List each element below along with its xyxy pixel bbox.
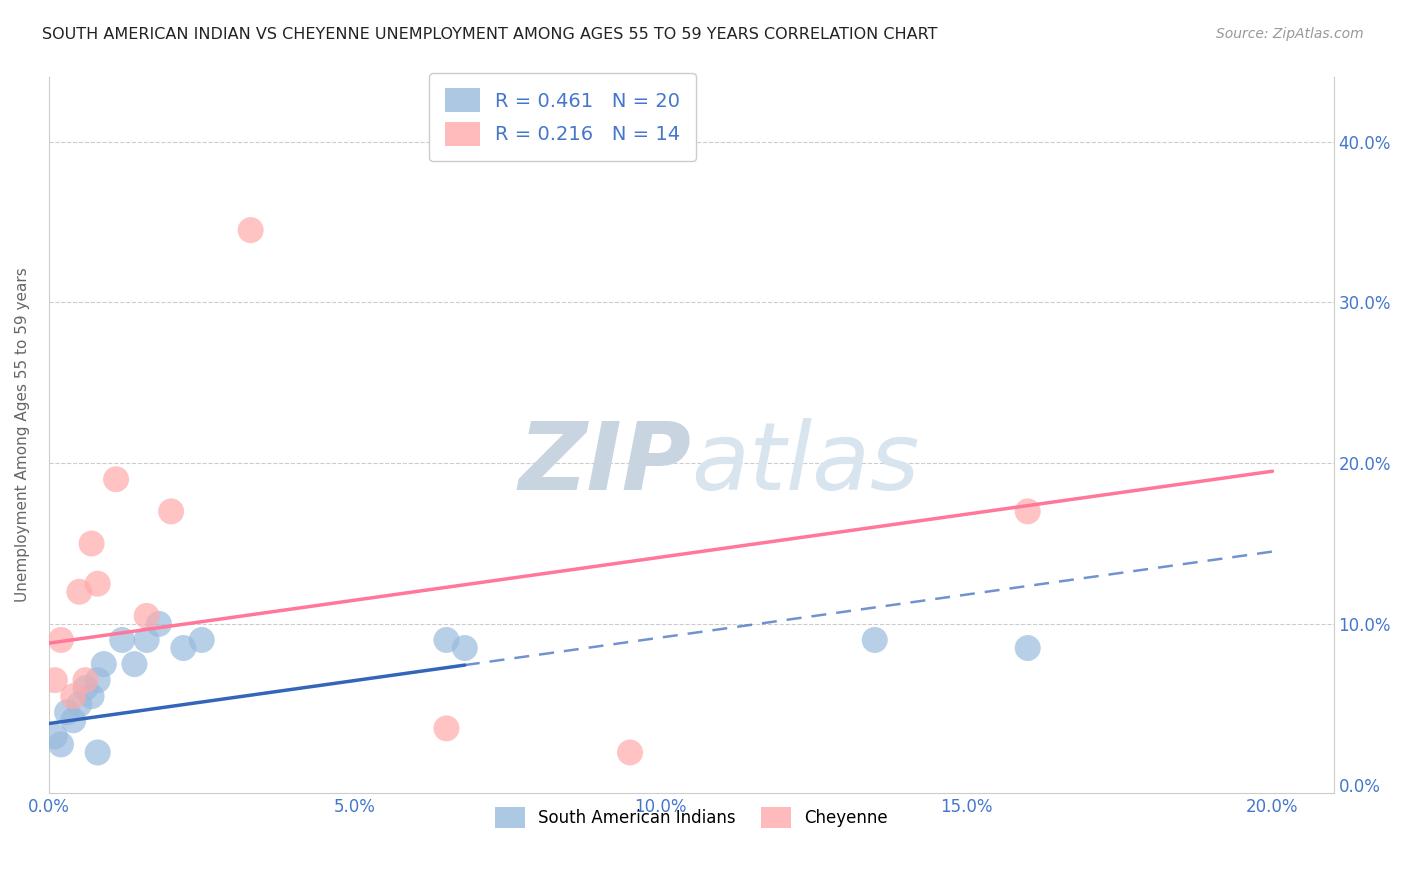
Point [135, 632, 157, 647]
Point [172, 640, 194, 655]
Point [56, 706, 79, 720]
Point [67, 698, 90, 712]
Text: SOUTH AMERICAN INDIAN VS CHEYENNE UNEMPLOYMENT AMONG AGES 55 TO 59 YEARS CORRELA: SOUTH AMERICAN INDIAN VS CHEYENNE UNEMPL… [42, 27, 938, 42]
Point [436, 632, 458, 647]
Point [67, 584, 90, 599]
Point [1017, 640, 1039, 655]
Point [75, 681, 97, 696]
Point [135, 608, 157, 623]
Point [454, 640, 477, 655]
Point [105, 472, 128, 486]
Point [124, 657, 146, 671]
Point [86, 673, 108, 687]
Text: Source: ZipAtlas.com: Source: ZipAtlas.com [1216, 27, 1364, 41]
Point [1017, 504, 1039, 518]
Point [80, 690, 103, 704]
Point [160, 504, 183, 518]
Point [62, 714, 84, 728]
Point [86, 746, 108, 760]
Point [80, 536, 103, 550]
Point [62, 690, 84, 704]
Text: ZIP: ZIP [519, 417, 692, 509]
Point [239, 223, 262, 237]
Point [148, 616, 170, 631]
Point [86, 576, 108, 591]
Text: atlas: atlas [692, 418, 920, 509]
Point [49, 738, 72, 752]
Point [93, 657, 115, 671]
Point [111, 632, 134, 647]
Point [75, 673, 97, 687]
Point [619, 746, 641, 760]
Point [44, 673, 66, 687]
Legend: South American Indians, Cheyenne: South American Indians, Cheyenne [488, 801, 894, 834]
Y-axis label: Unemployment Among Ages 55 to 59 years: Unemployment Among Ages 55 to 59 years [15, 268, 30, 602]
Point [436, 722, 458, 736]
Point [863, 632, 886, 647]
Point [190, 632, 212, 647]
Point [49, 632, 72, 647]
Point [44, 730, 66, 744]
